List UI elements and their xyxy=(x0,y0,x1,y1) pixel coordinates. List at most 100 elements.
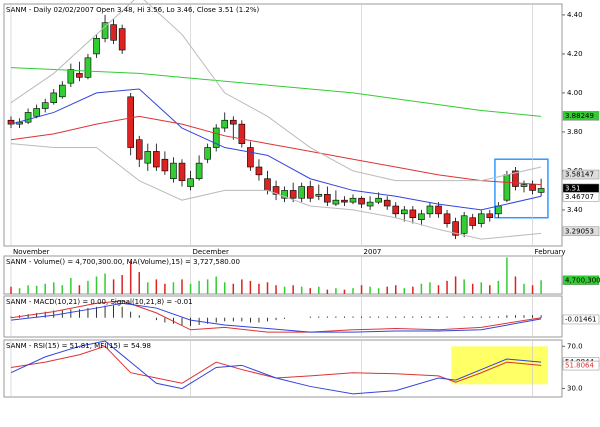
highlight-box xyxy=(494,158,549,219)
candle-body xyxy=(76,73,83,78)
candle-body xyxy=(409,209,417,219)
y-tick-label: 4.20 xyxy=(567,50,583,58)
candle-body xyxy=(324,194,331,203)
last-value-tag xyxy=(562,192,600,202)
y-tick-label: 30.0 xyxy=(567,385,583,393)
y-tick-label: 3.80 xyxy=(567,128,583,136)
candle-body xyxy=(332,199,340,205)
candle-body xyxy=(486,213,494,219)
last-value-label: 3.29053 xyxy=(565,227,594,235)
candle-body xyxy=(469,217,477,226)
candle-body xyxy=(520,184,528,187)
candle-body xyxy=(443,213,451,224)
candle-body xyxy=(118,28,126,51)
last-value-tag xyxy=(562,275,600,286)
candle-body xyxy=(153,151,160,168)
candle-body xyxy=(503,174,511,201)
candle-body xyxy=(315,194,323,197)
indicator-line xyxy=(10,340,542,395)
indicator-line xyxy=(10,88,542,211)
panel-title: SANM - RSI(15) = 51.81, MFI(15) = 54.98 xyxy=(6,342,151,350)
candle-body xyxy=(418,213,425,220)
candle-body xyxy=(50,92,58,103)
candle-body xyxy=(298,186,306,199)
indicator-line xyxy=(10,300,542,333)
candle-body xyxy=(375,197,382,203)
candle-body xyxy=(392,205,400,215)
y-tick-label: 4.00 xyxy=(567,89,583,97)
candle-body xyxy=(477,213,485,224)
candle-body xyxy=(358,197,365,205)
last-value-label: -0.01461 xyxy=(565,315,596,323)
candle-body xyxy=(204,147,211,160)
candle-body xyxy=(537,188,545,193)
candle-body xyxy=(272,186,280,195)
candle-body xyxy=(127,96,134,148)
candle-body xyxy=(101,22,109,39)
candle-body xyxy=(41,102,49,109)
last-value-tag xyxy=(562,360,600,371)
last-value-label: 3.51 xyxy=(565,184,581,192)
candle-body xyxy=(187,178,194,187)
panel-title: SANM - Volume() = 4,700,300.00, MA(Volum… xyxy=(6,258,240,266)
last-value-label: 3.46707 xyxy=(565,193,594,201)
candle-body xyxy=(144,151,152,164)
indicator-line xyxy=(10,115,542,186)
indicator-line xyxy=(10,302,542,333)
indicator-line xyxy=(10,345,542,384)
candle-body xyxy=(383,199,391,207)
candle-body xyxy=(400,209,408,215)
y-tick-label: 70.0 xyxy=(567,342,583,350)
indicator-line xyxy=(10,0,542,182)
candle-body xyxy=(67,69,75,84)
candle-body xyxy=(529,184,536,191)
candle-body xyxy=(281,190,288,199)
candle-body xyxy=(24,112,32,123)
last-value-tag xyxy=(562,314,600,325)
candle-body xyxy=(349,197,357,203)
y-tick-label: 4.40 xyxy=(567,11,583,19)
candle-body xyxy=(161,158,169,172)
y-tick-label: 3.40 xyxy=(567,206,583,214)
last-value-label: 4,700,300 xyxy=(565,276,600,284)
panel-title: SANM - Daily 02/02/2007 Open 3.48, Hi 3.… xyxy=(6,6,259,14)
x-tick-label: 2007 xyxy=(364,248,382,256)
last-value-label: 3.88249 xyxy=(565,112,594,120)
candle-body xyxy=(238,123,246,144)
last-value-label: 51.8064 xyxy=(565,362,594,370)
candle-body xyxy=(212,127,220,148)
candle-body xyxy=(460,215,468,234)
candle-body xyxy=(93,38,100,55)
last-value-tag xyxy=(562,169,600,180)
candle-body xyxy=(366,201,374,207)
candle-body xyxy=(33,108,40,117)
candle-body xyxy=(247,147,254,168)
last-value-tag xyxy=(562,111,600,121)
candle-body xyxy=(170,162,177,180)
candle-body xyxy=(306,186,314,199)
candle-body xyxy=(435,205,442,215)
candle-body xyxy=(221,119,229,129)
candle-body xyxy=(195,162,203,180)
x-tick-label: December xyxy=(193,248,229,256)
candle-body xyxy=(495,205,502,215)
candle-body xyxy=(84,57,92,78)
candle-body xyxy=(289,190,297,199)
candle-body xyxy=(452,221,459,236)
candle-body xyxy=(255,166,263,176)
panel-title: SANM - MACD(10,21) = 0.00, Signal(10,21,… xyxy=(6,298,193,306)
candle-body xyxy=(341,199,348,203)
candle-body xyxy=(58,84,66,98)
candle-body xyxy=(178,162,186,181)
candle-body xyxy=(512,170,519,187)
indicator-line xyxy=(10,67,542,117)
candle-body xyxy=(264,178,271,191)
x-tick-label: February xyxy=(535,248,566,256)
candle-body xyxy=(110,24,117,41)
candle-body xyxy=(426,205,434,215)
last-value-tag xyxy=(562,226,600,237)
x-tick-label: November xyxy=(13,248,50,256)
last-value-label: 3.58147 xyxy=(565,171,594,179)
candle-body xyxy=(230,119,237,125)
